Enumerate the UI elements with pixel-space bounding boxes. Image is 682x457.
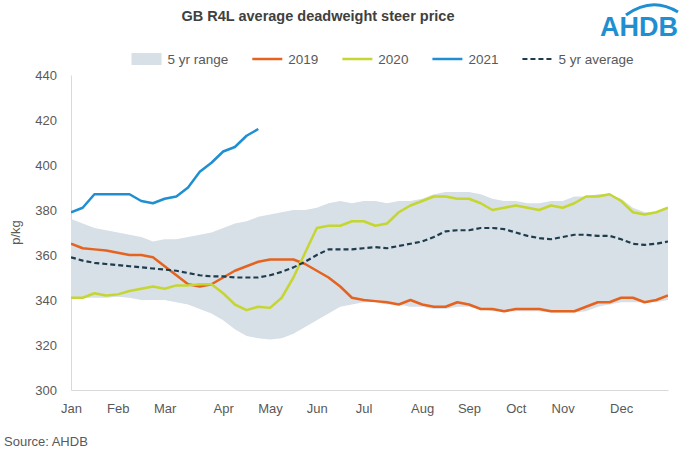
y-tick-label: 380 (35, 203, 57, 218)
legend-swatch (342, 58, 372, 61)
legend-label: 5 yr range (168, 52, 229, 67)
legend-label: 2020 (378, 52, 408, 67)
logo-text: AHDB (600, 12, 678, 42)
legend-label: 2019 (288, 52, 318, 67)
y-axis-title: p/kg (8, 220, 23, 245)
y-tick: 400 (35, 158, 71, 173)
legend-item: 5 yr average (522, 52, 633, 67)
legend-swatch (252, 58, 282, 61)
legend-item: 2021 (432, 52, 498, 67)
y-tick-label: 300 (35, 383, 57, 398)
series-line (71, 194, 668, 310)
series-line (71, 129, 258, 212)
range-area (71, 192, 668, 339)
chart-title: GB R4L average deadweight steer price (182, 8, 455, 24)
legend-label: 2021 (468, 52, 498, 67)
y-tick-label: 320 (35, 338, 57, 353)
x-tick-label: Nov (552, 401, 576, 416)
x-tick-label: Dec (610, 401, 634, 416)
y-tick: 440 (35, 68, 71, 83)
legend-swatch (432, 58, 462, 61)
x-tick: Jun (307, 390, 328, 416)
x-tick-label: Sep (458, 401, 481, 416)
y-tick: 380 (35, 203, 71, 218)
x-tick: Jul (356, 390, 373, 416)
x-tick-label: Jul (356, 401, 373, 416)
x-tick-label: Jun (307, 401, 328, 416)
y-tick: 300 (35, 383, 71, 398)
x-tick: Mar (154, 390, 177, 416)
x-tick-label: Mar (154, 401, 177, 416)
y-tick-label: 420 (35, 113, 57, 128)
x-tick-label: Feb (107, 401, 129, 416)
x-tick: Jan (61, 390, 82, 416)
y-tick: 320 (35, 338, 71, 353)
legend-item: 5 yr range (132, 52, 229, 67)
plot-area (71, 129, 668, 339)
x-tick-label: Apr (214, 401, 235, 416)
y-tick: 360 (35, 248, 71, 263)
x-tick: Nov (552, 390, 576, 416)
y-axis: 300 320 340 360 380 400 420 440 (35, 68, 71, 398)
x-tick: Oct (506, 390, 527, 416)
x-axis-line (72, 390, 669, 391)
x-tick: Apr (214, 390, 235, 416)
logo: AHDB (600, 5, 678, 42)
y-tick: 420 (35, 113, 71, 128)
y-tick-label: 400 (35, 158, 57, 173)
chart-svg: GB R4L average deadweight steer price AHD… (0, 0, 682, 457)
series-line (71, 228, 668, 278)
chart-container: GB R4L average deadweight steer price AHD… (0, 0, 682, 457)
y-tick-label: 440 (35, 68, 57, 83)
y-tick-label: 360 (35, 248, 57, 263)
x-tick: Feb (107, 390, 129, 416)
legend-label: 5 yr average (558, 52, 633, 67)
legend: 5 yr range 2019 2020 2021 5 yr average (132, 52, 634, 67)
series-line (71, 244, 668, 312)
x-tick-label: Oct (506, 401, 527, 416)
y-tick-label: 340 (35, 293, 57, 308)
x-axis: Jan Feb Mar Apr May Jun Jul Aug Sep Oct Nov Dec (61, 390, 668, 416)
legend-swatch (522, 58, 552, 60)
y-tick: 340 (35, 293, 71, 308)
x-tick-label: Aug (411, 401, 434, 416)
x-tick: Dec (610, 390, 634, 416)
x-tick: Sep (458, 390, 481, 416)
legend-item: 2019 (252, 52, 318, 67)
x-tick: May (258, 390, 283, 416)
legend-item: 2020 (342, 52, 408, 67)
x-tick: Aug (411, 390, 434, 416)
source-note: Source: AHDB (4, 434, 88, 449)
legend-swatch (132, 53, 162, 65)
x-tick-label: Jan (61, 401, 82, 416)
x-tick-label: May (258, 401, 283, 416)
